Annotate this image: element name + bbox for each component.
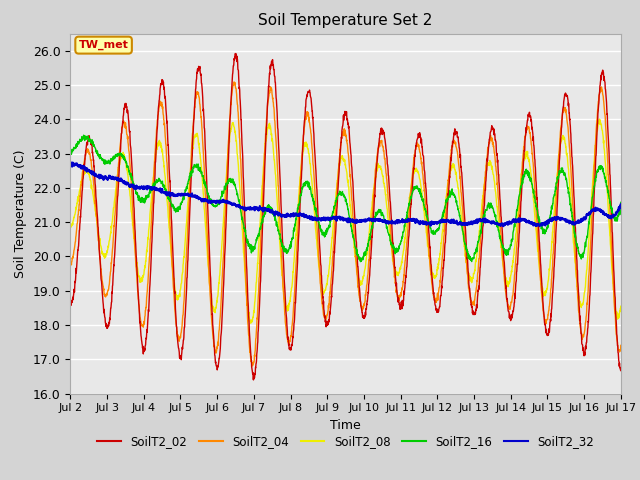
SoilT2_08 xyxy=(584,256,591,262)
SoilT2_02 xyxy=(584,325,592,331)
SoilT2_16 xyxy=(80,132,88,138)
SoilT2_02 xyxy=(362,307,370,312)
X-axis label: Time: Time xyxy=(330,419,361,432)
Y-axis label: Soil Temperature (C): Soil Temperature (C) xyxy=(14,149,28,278)
SoilT2_02 xyxy=(569,163,577,169)
SoilT2_16 xyxy=(506,246,514,252)
Title: Soil Temperature Set 2: Soil Temperature Set 2 xyxy=(259,13,433,28)
Legend: SoilT2_02, SoilT2_04, SoilT2_08, SoilT2_16, SoilT2_32: SoilT2_02, SoilT2_04, SoilT2_08, SoilT2_… xyxy=(93,430,598,453)
SoilT2_32 xyxy=(220,199,228,205)
SoilT2_32 xyxy=(67,159,75,165)
Line: SoilT2_16: SoilT2_16 xyxy=(70,135,621,262)
SoilT2_16 xyxy=(220,187,228,192)
SoilT2_16 xyxy=(569,217,577,223)
SoilT2_08 xyxy=(67,225,74,230)
Line: SoilT2_32: SoilT2_32 xyxy=(70,162,621,226)
SoilT2_08 xyxy=(374,164,381,169)
SoilT2_32 xyxy=(374,217,381,223)
SoilT2_08 xyxy=(220,209,228,215)
SoilT2_04 xyxy=(230,79,238,85)
SoilT2_02 xyxy=(506,314,514,320)
SoilT2_16 xyxy=(67,151,74,157)
SoilT2_16 xyxy=(356,259,364,264)
SoilT2_32 xyxy=(536,223,543,229)
Line: SoilT2_02: SoilT2_02 xyxy=(70,53,621,380)
SoilT2_16 xyxy=(374,208,381,214)
SoilT2_04 xyxy=(220,240,228,246)
SoilT2_16 xyxy=(362,250,370,255)
SoilT2_32 xyxy=(362,218,369,224)
SoilT2_04 xyxy=(506,307,514,312)
SoilT2_08 xyxy=(362,262,369,268)
SoilT2_04 xyxy=(374,146,381,152)
SoilT2_02 xyxy=(617,368,625,373)
SoilT2_08 xyxy=(596,116,604,122)
SoilT2_08 xyxy=(506,280,513,286)
Line: SoilT2_04: SoilT2_04 xyxy=(70,82,621,366)
SoilT2_02 xyxy=(67,302,74,308)
SoilT2_08 xyxy=(247,320,255,326)
SoilT2_32 xyxy=(569,219,577,225)
SoilT2_32 xyxy=(506,220,513,226)
SoilT2_32 xyxy=(584,212,592,218)
SoilT2_04 xyxy=(362,291,370,297)
SoilT2_04 xyxy=(248,363,256,369)
SoilT2_02 xyxy=(220,276,228,282)
SoilT2_16 xyxy=(617,200,625,205)
Line: SoilT2_08: SoilT2_08 xyxy=(70,119,621,323)
SoilT2_32 xyxy=(67,161,74,167)
SoilT2_32 xyxy=(617,202,625,207)
SoilT2_04 xyxy=(584,291,592,297)
SoilT2_02 xyxy=(374,150,381,156)
SoilT2_08 xyxy=(617,303,625,309)
SoilT2_02 xyxy=(250,377,257,383)
SoilT2_04 xyxy=(617,343,625,348)
SoilT2_04 xyxy=(569,201,577,206)
SoilT2_02 xyxy=(232,50,239,56)
Text: TW_met: TW_met xyxy=(79,40,129,50)
SoilT2_16 xyxy=(584,228,592,234)
SoilT2_04 xyxy=(67,262,74,268)
SoilT2_08 xyxy=(568,220,576,226)
